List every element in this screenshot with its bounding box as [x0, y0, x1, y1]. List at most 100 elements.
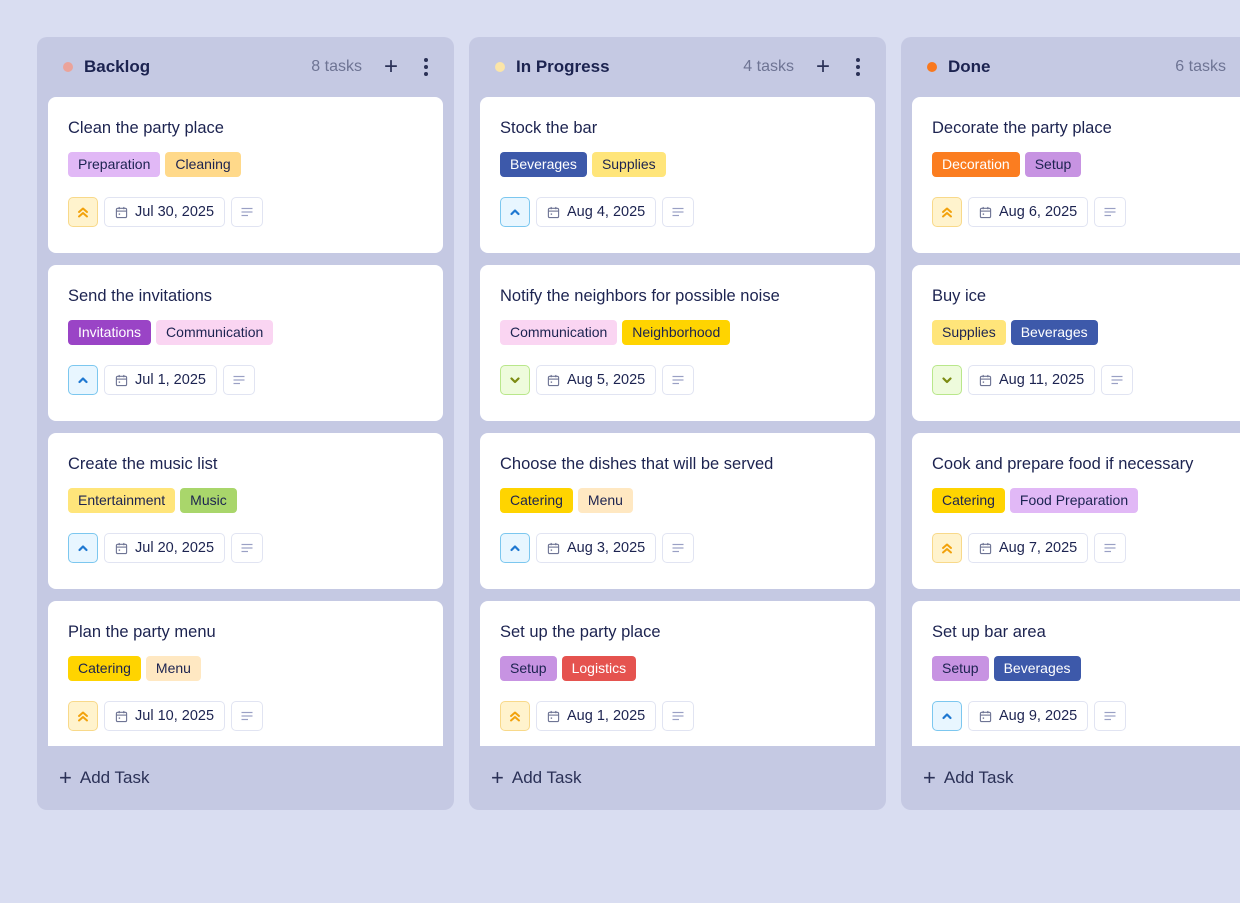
add-task-button[interactable]: + Add Task	[37, 746, 454, 810]
tag-menu[interactable]: Menu	[577, 488, 633, 513]
due-date[interactable]: Aug 5, 2025	[536, 365, 657, 395]
calendar-icon	[115, 206, 128, 218]
card-list[interactable]: Clean the party place Preparation Cleanin…	[37, 97, 454, 746]
task-meta: Aug 9, 2025	[932, 701, 1240, 731]
task-card[interactable]: Create the music list Entertainment Music…	[48, 433, 443, 589]
description-icon[interactable]	[231, 701, 264, 731]
description-icon[interactable]	[1101, 365, 1134, 395]
tag-list: Invitations Communication	[68, 320, 423, 345]
tag-beverages[interactable]: Beverages	[500, 152, 587, 177]
tag-supplies[interactable]: Supplies	[932, 320, 1006, 345]
description-icon[interactable]	[231, 197, 264, 227]
priority-medium-badge[interactable]	[932, 701, 962, 731]
tag-catering[interactable]: Catering	[500, 488, 573, 513]
task-card[interactable]: Decorate the party place Decoration Setup…	[912, 97, 1240, 253]
add-task-button[interactable]: + Add Task	[901, 746, 1240, 810]
description-icon[interactable]	[1094, 197, 1127, 227]
add-task-icon-button[interactable]: +	[383, 53, 398, 80]
due-date[interactable]: Jul 20, 2025	[104, 533, 226, 563]
priority-medium-badge[interactable]	[500, 197, 530, 227]
tag-beverages[interactable]: Beverages	[1010, 320, 1098, 345]
tag-logistics[interactable]: Logistics	[561, 656, 637, 681]
due-date[interactable]: Aug 6, 2025	[968, 197, 1089, 227]
chevron-up-icon	[78, 377, 88, 384]
due-date[interactable]: Aug 3, 2025	[536, 533, 657, 563]
add-task-button[interactable]: + Add Task	[469, 746, 886, 810]
tag-cleaning[interactable]: Cleaning	[165, 152, 241, 177]
tag-preparation[interactable]: Preparation	[68, 152, 161, 177]
card-list[interactable]: Decorate the party place Decoration Setup…	[901, 97, 1240, 746]
more-options-icon[interactable]	[422, 56, 430, 78]
tag-list: Setup Logistics	[500, 656, 855, 681]
due-date-text: Aug 6, 2025	[999, 204, 1078, 220]
priority-medium-badge[interactable]	[68, 533, 98, 563]
task-card[interactable]: Clean the party place Preparation Cleanin…	[48, 97, 443, 253]
tag-beverages[interactable]: Beverages	[993, 656, 1081, 681]
status-dot-icon	[63, 62, 73, 72]
priority-medium-badge[interactable]	[68, 365, 98, 395]
tag-catering[interactable]: Catering	[68, 656, 141, 681]
task-card[interactable]: Set up bar area Setup Beverages Aug 9, 20…	[912, 601, 1240, 746]
tag-communication[interactable]: Communication	[500, 320, 618, 345]
priority-low-badge[interactable]	[932, 365, 962, 395]
priority-high-badge[interactable]	[68, 197, 98, 227]
task-card[interactable]: Buy ice Supplies Beverages Aug 11, 2025	[912, 265, 1240, 421]
task-count: 4 tasks	[743, 58, 794, 75]
tag-invitations[interactable]: Invitations	[68, 320, 152, 345]
priority-medium-badge[interactable]	[500, 533, 530, 563]
task-card[interactable]: Choose the dishes that will be served Ca…	[480, 433, 875, 589]
description-icon[interactable]	[222, 365, 255, 395]
tag-communication[interactable]: Communication	[156, 320, 274, 345]
tag-catering[interactable]: Catering	[932, 488, 1005, 513]
description-icon[interactable]	[662, 197, 695, 227]
task-card[interactable]: Notify the neighbors for possible noise …	[480, 265, 875, 421]
due-date[interactable]: Aug 4, 2025	[536, 197, 657, 227]
due-date[interactable]: Aug 9, 2025	[968, 701, 1089, 731]
description-icon[interactable]	[662, 365, 695, 395]
task-card[interactable]: Stock the bar Beverages Supplies Aug 4, 2…	[480, 97, 875, 253]
due-date[interactable]: Aug 1, 2025	[536, 701, 657, 731]
tag-decoration[interactable]: Decoration	[932, 152, 1020, 177]
add-task-icon-button[interactable]: +	[815, 53, 830, 80]
more-options-icon[interactable]	[854, 56, 862, 78]
description-icon[interactable]	[662, 701, 695, 731]
calendar-icon	[115, 542, 128, 554]
board-column-in-progress: In Progress 4 tasks + Stock the bar Beve…	[469, 37, 886, 810]
priority-high-badge[interactable]	[500, 701, 530, 731]
task-card[interactable]: Cook and prepare food if necessary Cater…	[912, 433, 1240, 589]
priority-low-badge[interactable]	[500, 365, 530, 395]
tag-setup[interactable]: Setup	[1024, 152, 1082, 177]
description-icon[interactable]	[1094, 533, 1127, 563]
description-icon[interactable]	[662, 533, 695, 563]
tag-supplies[interactable]: Supplies	[591, 152, 666, 177]
due-date[interactable]: Aug 7, 2025	[968, 533, 1089, 563]
description-icon[interactable]	[1094, 701, 1127, 731]
priority-high-badge[interactable]	[932, 533, 962, 563]
task-card[interactable]: Send the invitations Invitations Communic…	[48, 265, 443, 421]
task-card[interactable]: Plan the party menu Catering Menu Jul 10,…	[48, 601, 443, 746]
tag-list: Entertainment Music	[68, 488, 423, 513]
description-icon[interactable]	[231, 533, 264, 563]
priority-high-badge[interactable]	[68, 701, 98, 731]
tag-setup[interactable]: Setup	[500, 656, 557, 681]
task-card[interactable]: Set up the party place Setup Logistics Au…	[480, 601, 875, 746]
task-title: Stock the bar	[500, 119, 598, 137]
task-title: Decorate the party place	[932, 119, 1112, 137]
tag-neighborhood[interactable]: Neighborhood	[622, 320, 731, 345]
due-date-text: Aug 7, 2025	[999, 540, 1078, 556]
tag-music[interactable]: Music	[180, 488, 237, 513]
card-list[interactable]: Stock the bar Beverages Supplies Aug 4, 2…	[469, 97, 886, 746]
plus-icon: +	[923, 765, 936, 790]
priority-high-badge[interactable]	[932, 197, 962, 227]
due-date[interactable]: Aug 11, 2025	[968, 365, 1096, 395]
tag-setup[interactable]: Setup	[932, 656, 989, 681]
task-count: 6 tasks	[1175, 58, 1226, 75]
tag-menu[interactable]: Menu	[145, 656, 201, 681]
tag-food-preparation[interactable]: Food Preparation	[1009, 488, 1139, 513]
due-date[interactable]: Jul 30, 2025	[104, 197, 226, 227]
tag-entertainment[interactable]: Entertainment	[68, 488, 176, 513]
chevrons-up-icon	[78, 711, 88, 722]
due-date[interactable]: Jul 1, 2025	[104, 365, 217, 395]
due-date[interactable]: Jul 10, 2025	[104, 701, 226, 731]
add-task-label: Add Task	[79, 768, 150, 787]
